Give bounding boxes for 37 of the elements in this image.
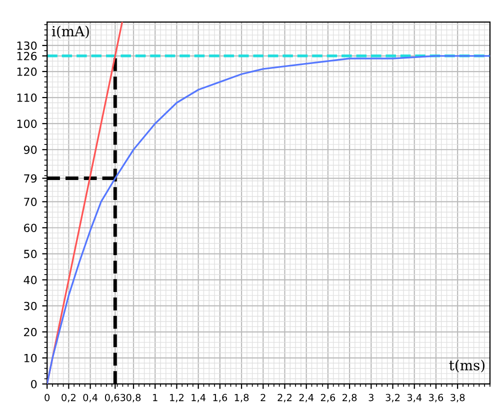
- y-tick-label: 60: [24, 224, 37, 232]
- x-tick-label: 2: [260, 394, 266, 402]
- x-tick-label: 2,6: [320, 394, 336, 402]
- y-tick-label: 40: [24, 276, 37, 284]
- y-tick-label: 79: [24, 174, 37, 183]
- x-tick-label: 1,4: [192, 394, 206, 402]
- x-tick-label: 0,8: [126, 394, 141, 402]
- x-tick-label: 0,4: [83, 394, 98, 402]
- y-tick-label: 20: [24, 328, 37, 336]
- y-tick-label: 100: [17, 120, 37, 128]
- y-tick-label: 130: [17, 41, 37, 50]
- x-tick-label: 2,2: [278, 394, 292, 402]
- y-tick-label: 50: [24, 250, 37, 258]
- y-tick-label: 0: [31, 380, 37, 388]
- x-tick-label: 3,4: [407, 394, 422, 402]
- x-tick-label: 1,2: [170, 394, 184, 402]
- y-tick-label: 70: [24, 198, 37, 206]
- y-tick-label: 110: [17, 94, 37, 102]
- y-tick-label: 10: [24, 354, 37, 362]
- x-tick-label: 3,6: [428, 394, 444, 402]
- x-axis-title: t(ms): [449, 360, 484, 372]
- x-tick-label: 0,2: [62, 394, 76, 402]
- x-tick-label: 0,63: [104, 394, 126, 402]
- x-tick-label: 2,4: [299, 394, 314, 402]
- x-tick-label: 1: [153, 394, 158, 402]
- y-axis-title: i(mA): [52, 26, 89, 38]
- y-tick-label: 120: [17, 67, 37, 76]
- x-tick-label: 3,2: [386, 394, 400, 402]
- x-tick-label: 1,6: [213, 394, 228, 402]
- x-tick-label: 3,8: [450, 394, 465, 402]
- x-tick-label: 1,8: [234, 394, 249, 402]
- y-tick-label: 126: [17, 52, 37, 60]
- y-tick-label: 30: [24, 302, 37, 310]
- y-tick-label: 90: [24, 146, 37, 154]
- x-tick-label: 2,8: [342, 394, 357, 402]
- x-tick-label: 0: [44, 394, 50, 402]
- x-tick-label: 3: [368, 394, 374, 402]
